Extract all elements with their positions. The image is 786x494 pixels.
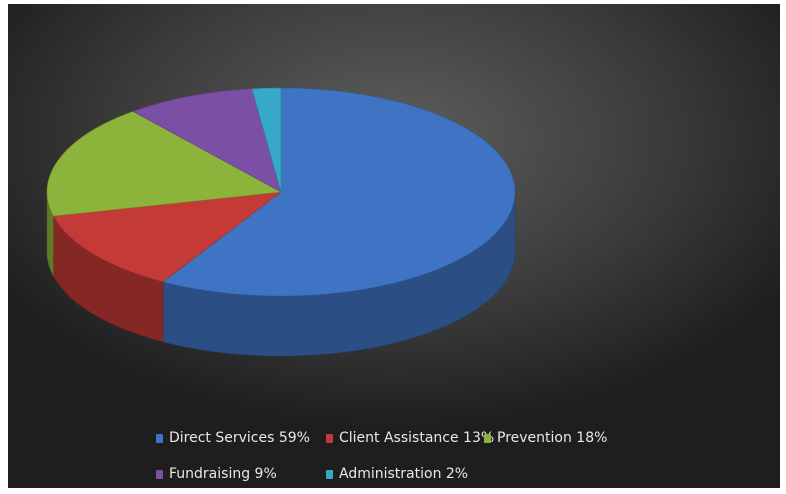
- pie-slice-fundraising: [132, 88, 282, 193]
- pie-slice-client-assistance: [52, 191, 283, 283]
- pie-slice-administration: [251, 87, 282, 193]
- pie-slice-prevention: [46, 111, 282, 217]
- chart-area: Direct Services 59% Client Assistance 13…: [8, 4, 780, 488]
- pie-slice-direct-services: [162, 87, 516, 297]
- pie-top: [46, 87, 516, 297]
- pie-chart: [46, 87, 516, 357]
